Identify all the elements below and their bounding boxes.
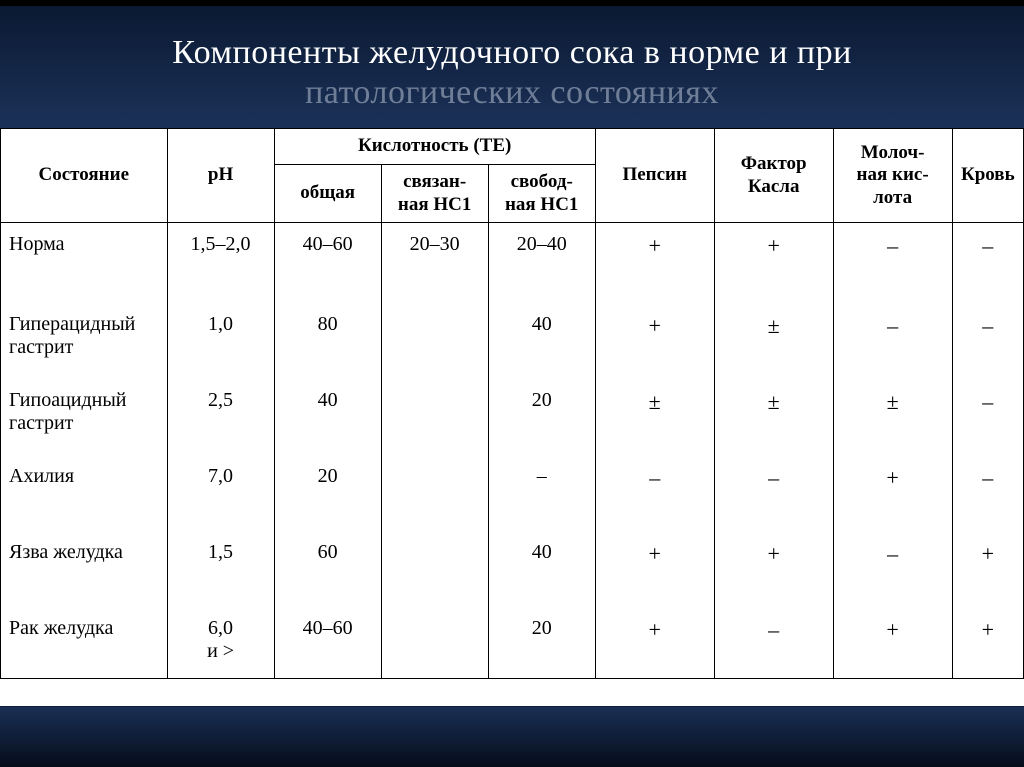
bottom-accent-bar: [0, 707, 1024, 767]
table-body: Норма1,5–2,040–6020–3020–40++––Гиперацид…: [1, 223, 1024, 679]
cell-state: Гипоацидныйгастрит: [1, 375, 168, 451]
th-lactic: Молоч-ная кис-лота: [833, 129, 952, 223]
gastric-juice-table: Состояние pH Кислотность (ТЕ) Пепсин Фак…: [0, 128, 1024, 679]
cell-state: Ахилия: [1, 451, 168, 527]
cell-castle: +: [714, 223, 833, 299]
cell-free: 20–40: [488, 223, 595, 299]
cell-lactic: +: [833, 603, 952, 679]
cell-pepsin: +: [595, 223, 714, 299]
cell-total: 40–60: [274, 223, 381, 299]
table-row: Язва желудка1,56040++–+: [1, 527, 1024, 603]
th-blood: Кровь: [952, 129, 1023, 223]
cell-blood: +: [952, 603, 1023, 679]
cell-lactic: –: [833, 299, 952, 375]
cell-pepsin: +: [595, 603, 714, 679]
cell-state: Рак желудка: [1, 603, 168, 679]
table-row: Гипоацидныйгастрит2,54020±±±–: [1, 375, 1024, 451]
cell-ph: 1,5–2,0: [167, 223, 274, 299]
cell-ph: 1,0: [167, 299, 274, 375]
cell-bound: [381, 451, 488, 527]
cell-ph: 7,0: [167, 451, 274, 527]
cell-castle: ±: [714, 299, 833, 375]
table-row: Ахилия7,020–––+–: [1, 451, 1024, 527]
th-pepsin: Пепсин: [595, 129, 714, 223]
cell-bound: [381, 299, 488, 375]
cell-total: 80: [274, 299, 381, 375]
slide-title: Компоненты желудочного сока в норме и пр…: [0, 6, 1024, 120]
cell-pepsin: +: [595, 299, 714, 375]
cell-lactic: +: [833, 451, 952, 527]
cell-total: 60: [274, 527, 381, 603]
th-state: Состояние: [1, 129, 168, 223]
cell-state: Язва желудка: [1, 527, 168, 603]
cell-ph: 6,0и >: [167, 603, 274, 679]
th-acidity-bound: связан-ная HC1: [381, 164, 488, 223]
cell-pepsin: ±: [595, 375, 714, 451]
cell-castle: –: [714, 603, 833, 679]
th-acidity-total: общая: [274, 164, 381, 223]
cell-ph: 1,5: [167, 527, 274, 603]
cell-free: 40: [488, 527, 595, 603]
th-acidity-free: свобод-ная HC1: [488, 164, 595, 223]
cell-bound: [381, 375, 488, 451]
cell-blood: –: [952, 451, 1023, 527]
th-acidity-group: Кислотность (ТЕ): [274, 129, 595, 165]
cell-bound: [381, 603, 488, 679]
cell-pepsin: +: [595, 527, 714, 603]
cell-total: 40–60: [274, 603, 381, 679]
cell-state: Норма: [1, 223, 168, 299]
cell-total: 40: [274, 375, 381, 451]
cell-bound: [381, 527, 488, 603]
title-line-2: патологических состояниях: [40, 74, 984, 112]
cell-ph: 2,5: [167, 375, 274, 451]
table-row: Рак желудка6,0и >40–6020+–++: [1, 603, 1024, 679]
cell-castle: +: [714, 527, 833, 603]
cell-castle: –: [714, 451, 833, 527]
th-ph: pH: [167, 129, 274, 223]
cell-state: Гиперацидныйгастрит: [1, 299, 168, 375]
table-row: Гиперацидныйгастрит1,08040+±––: [1, 299, 1024, 375]
cell-free: –: [488, 451, 595, 527]
table-row: Норма1,5–2,040–6020–3020–40++––: [1, 223, 1024, 299]
cell-pepsin: –: [595, 451, 714, 527]
cell-lactic: –: [833, 223, 952, 299]
cell-free: 20: [488, 375, 595, 451]
table-container: Состояние pH Кислотность (ТЕ) Пепсин Фак…: [0, 128, 1024, 706]
cell-lactic: –: [833, 527, 952, 603]
cell-total: 20: [274, 451, 381, 527]
cell-free: 20: [488, 603, 595, 679]
cell-blood: +: [952, 527, 1023, 603]
cell-free: 40: [488, 299, 595, 375]
cell-blood: –: [952, 223, 1023, 299]
cell-castle: ±: [714, 375, 833, 451]
cell-blood: –: [952, 375, 1023, 451]
title-line-1: Компоненты желудочного сока в норме и пр…: [40, 34, 984, 72]
cell-bound: 20–30: [381, 223, 488, 299]
cell-blood: –: [952, 299, 1023, 375]
cell-lactic: ±: [833, 375, 952, 451]
th-castle: ФакторКасла: [714, 129, 833, 223]
